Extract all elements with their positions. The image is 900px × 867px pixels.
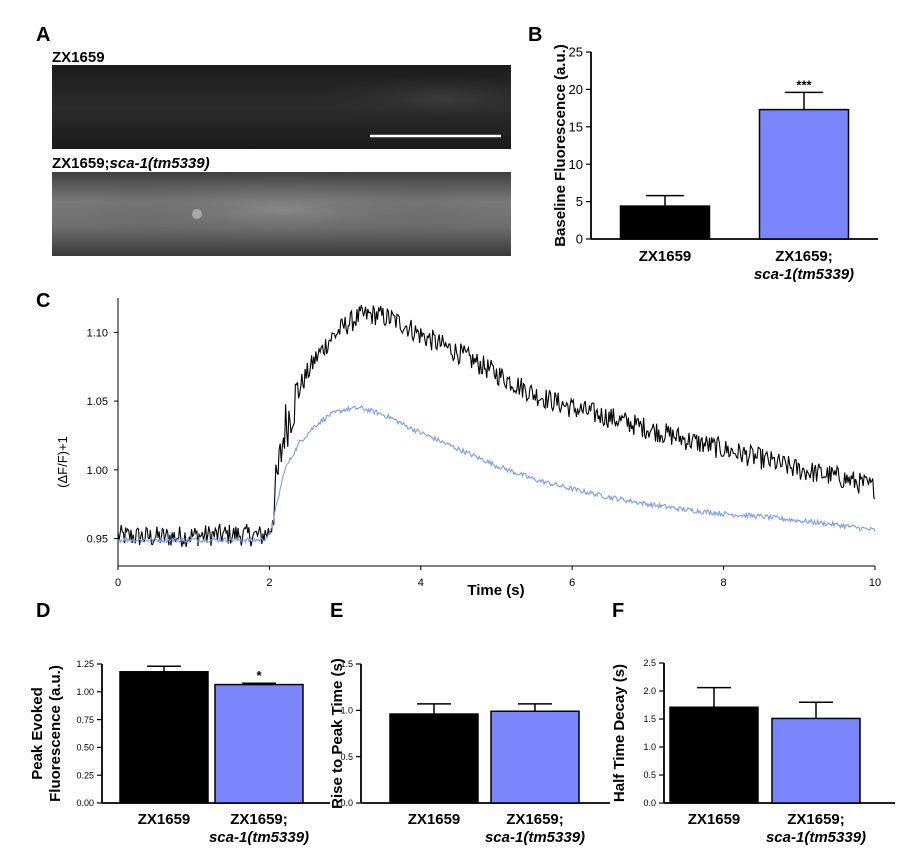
y-tick-label: 25 (569, 45, 583, 60)
chart-calcium-trace: 0.95 1.00 1.05 1.10 0 2 4 6 8 10 Time (s) (ΔF/F)+1 (55, 298, 881, 599)
chart-peak-evoked: 0.00 0.25 0.50 0.75 1.00 1.25 Peak Evoked Fluor… (29, 659, 330, 846)
bar (214, 683, 304, 804)
y-tick-label: 1.00 (87, 465, 108, 477)
y-tick-label: 0.0 (643, 798, 656, 808)
significance-marker: *** (796, 77, 812, 92)
y-tick-label: 0 (576, 232, 583, 247)
panel-letter-c: C (36, 290, 51, 312)
category-label: ZX1659 (639, 248, 692, 265)
y-axis-label: (ΔF/F)+1 (55, 436, 70, 488)
panel-letter-f: F (612, 600, 625, 622)
y-tick-label: 0.95 (87, 534, 108, 546)
y-tick-label: 0.75 (76, 715, 94, 725)
category-label: ZX1659; (775, 248, 833, 265)
micrograph-mutant (52, 172, 511, 256)
y-tick-label: 0.00 (76, 798, 94, 808)
category-label: ZX1659; (787, 811, 845, 828)
x-tick-label: 0 (115, 577, 121, 589)
panel-letter-e: E (330, 600, 344, 622)
y-tick-label: 1.10 (87, 327, 108, 339)
bar (119, 671, 209, 804)
y-tick-label: 1.0 (643, 742, 656, 752)
y-tick-label: 5 (576, 194, 583, 209)
category-label: ZX1659 (138, 811, 191, 828)
x-tick-label: 4 (418, 577, 424, 589)
bar (758, 108, 850, 240)
series-line (117, 304, 876, 547)
y-axis-label: Half Time Decay (s) (611, 664, 628, 802)
y-axis-label: Rise to Peak Time (s) (329, 658, 346, 809)
y-tick-label: 1.00 (76, 687, 94, 697)
y-axis-label: Fluorescence (a.u.) (47, 665, 64, 802)
y-tick-label: 2.5 (643, 658, 656, 668)
significance-marker: * (256, 668, 262, 683)
category-label: ZX1659 (688, 811, 741, 828)
panel-letter-b: B (528, 24, 543, 46)
category-label: sca-1(tm5339) (754, 266, 854, 283)
y-tick-label: 1.05 (87, 396, 108, 408)
x-tick-label: 6 (569, 577, 575, 589)
category-label: sca-1(tm5339) (209, 829, 309, 846)
y-tick-label: 0.5 (340, 752, 353, 762)
y-axis-label: Peak Evoked (29, 687, 46, 780)
bar (669, 706, 759, 804)
bar (771, 717, 861, 804)
micrograph-control (52, 65, 511, 149)
chart-half-time-decay: 0.0 0.5 1.0 1.5 2.0 2.5 Half Time Decay (s) ZX1… (611, 658, 895, 846)
y-tick-label: 0.25 (76, 770, 94, 780)
y-tick-label: 15 (569, 119, 583, 134)
micrograph-label-mutant: ZX1659;sca-1(tm5339) (52, 155, 210, 172)
y-tick-label: 10 (569, 157, 583, 172)
x-tick-label: 2 (266, 577, 272, 589)
bar (490, 710, 580, 804)
y-tick-label: 20 (569, 82, 583, 97)
y-axis-label: Baseline Fluorescence (a.u.) (552, 44, 569, 247)
series-line (117, 404, 876, 544)
x-tick-label: 8 (721, 577, 727, 589)
panel-letter-a: A (36, 24, 51, 46)
x-axis-label: Time (s) (467, 582, 524, 599)
category-label: ZX1659; (230, 811, 288, 828)
y-tick-label: 2.0 (643, 686, 656, 696)
y-tick-label: 0.0 (340, 798, 353, 808)
y-tick-label: 0.50 (76, 743, 94, 753)
category-label: ZX1659; (506, 811, 564, 828)
bar (389, 713, 479, 804)
y-tick-label: 0.5 (643, 770, 656, 780)
y-tick-label: 1.0 (340, 705, 353, 715)
y-tick-label: 1.5 (340, 659, 353, 669)
y-tick-label: 1.25 (76, 659, 94, 669)
bar (619, 205, 711, 240)
micrograph-label-control: ZX1659 (52, 49, 105, 66)
x-tick-label: 10 (869, 577, 881, 589)
y-tick-label: 1.5 (643, 714, 656, 724)
category-label: sca-1(tm5339) (766, 829, 866, 846)
panel-letter-d: D (36, 600, 51, 622)
category-label: sca-1(tm5339) (485, 829, 585, 846)
category-label: ZX1659 (408, 811, 461, 828)
